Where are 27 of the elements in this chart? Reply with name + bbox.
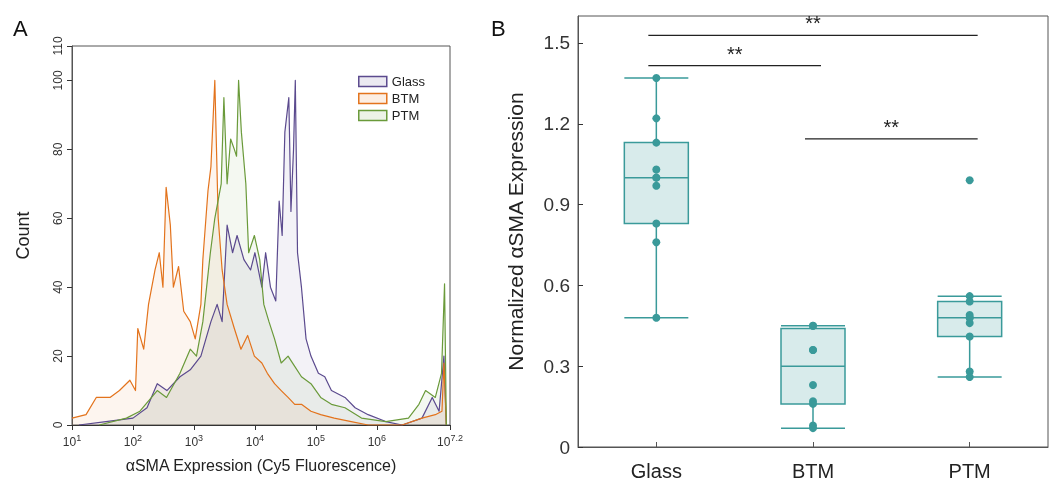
x-tick-label: Glass — [630, 460, 682, 482]
legend-label: BTM — [391, 91, 420, 106]
y-tick-label: 40 — [51, 280, 65, 294]
chart-title: B — [491, 15, 506, 41]
y-axis-title: Normalized αSMA Expression — [504, 92, 527, 371]
y-tick-label: 80 — [51, 142, 65, 157]
y-tick-label: 0.6 — [543, 274, 570, 296]
x-axis-title: αSMA Expression (Cy5 Fluorescence) — [125, 456, 397, 474]
annotation: ** — [883, 115, 900, 138]
y-tick-label: 0 — [51, 421, 65, 429]
y-tick-label: 110 — [51, 36, 65, 56]
annotation: ** — [726, 42, 743, 65]
y-tick-label: 1.2 — [543, 113, 570, 135]
y-axis-title: Count — [13, 211, 33, 260]
y-tick-label: 20 — [51, 349, 65, 363]
y-tick-label: 100 — [51, 70, 65, 91]
annotation: ** — [805, 12, 821, 35]
x-tick-label: BTM — [791, 460, 835, 482]
y-tick-label: 0 — [559, 436, 570, 458]
y-tick-label: 60 — [51, 211, 65, 225]
legend-label: PTM — [391, 108, 420, 123]
x-tick-label: PTM — [948, 460, 991, 482]
y-tick-label: 1.5 — [543, 32, 570, 54]
chart-title: A — [13, 15, 28, 41]
y-tick-label: 0.3 — [543, 355, 570, 377]
legend-label: Glass — [391, 74, 426, 89]
y-tick-label: 0.9 — [543, 194, 570, 216]
